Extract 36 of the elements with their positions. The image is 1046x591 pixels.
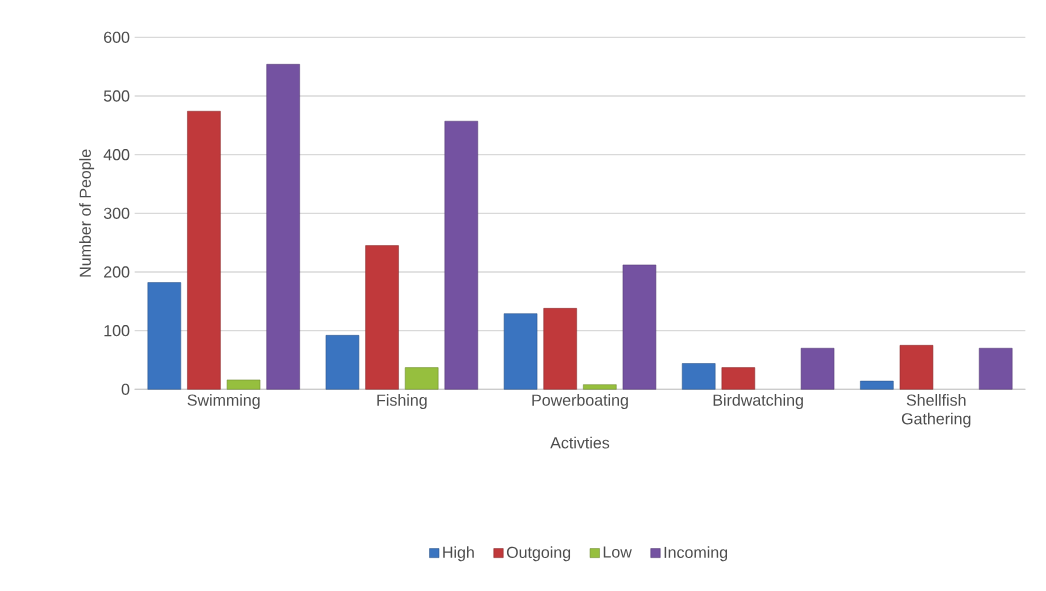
x-tick-label: Powerboating [532, 394, 628, 410]
legend-label: Low [603, 546, 632, 558]
legend-label: Incoming [664, 546, 728, 562]
bar [978, 348, 1013, 390]
bar [444, 121, 479, 390]
y-tick-label: 100 [104, 325, 130, 337]
bar [325, 335, 360, 390]
legend-label: High [443, 546, 474, 562]
bar [147, 282, 182, 390]
bar [226, 379, 261, 390]
bar [404, 367, 439, 390]
bar [800, 348, 835, 390]
bar [583, 384, 617, 390]
y-axis-title: Number of People [79, 149, 95, 277]
x-axis-title: Activties [550, 436, 610, 449]
bar [266, 64, 300, 390]
y-tick-label: 0 [121, 383, 130, 396]
bar [365, 245, 399, 390]
bar [860, 381, 894, 390]
x-tick-label: Birdwatching [713, 394, 803, 410]
y-tick-label: 500 [103, 90, 130, 102]
legend-label: Outgoing [506, 546, 571, 562]
y-tick-label: 600 [104, 31, 130, 44]
y-tick-label: 200 [104, 266, 130, 278]
bar [681, 363, 716, 390]
x-tick-label: Shellfish Gathering [901, 394, 971, 428]
bar [622, 264, 657, 390]
y-tick-label: 300 [103, 207, 130, 220]
y-tick-label: 400 [103, 149, 130, 161]
x-tick-label: Fishing [377, 394, 427, 410]
bar [187, 111, 221, 390]
bar [503, 313, 538, 390]
bar [899, 345, 934, 390]
bar [721, 367, 756, 390]
x-tick-label: Swimming [187, 394, 260, 410]
bar [543, 308, 577, 390]
